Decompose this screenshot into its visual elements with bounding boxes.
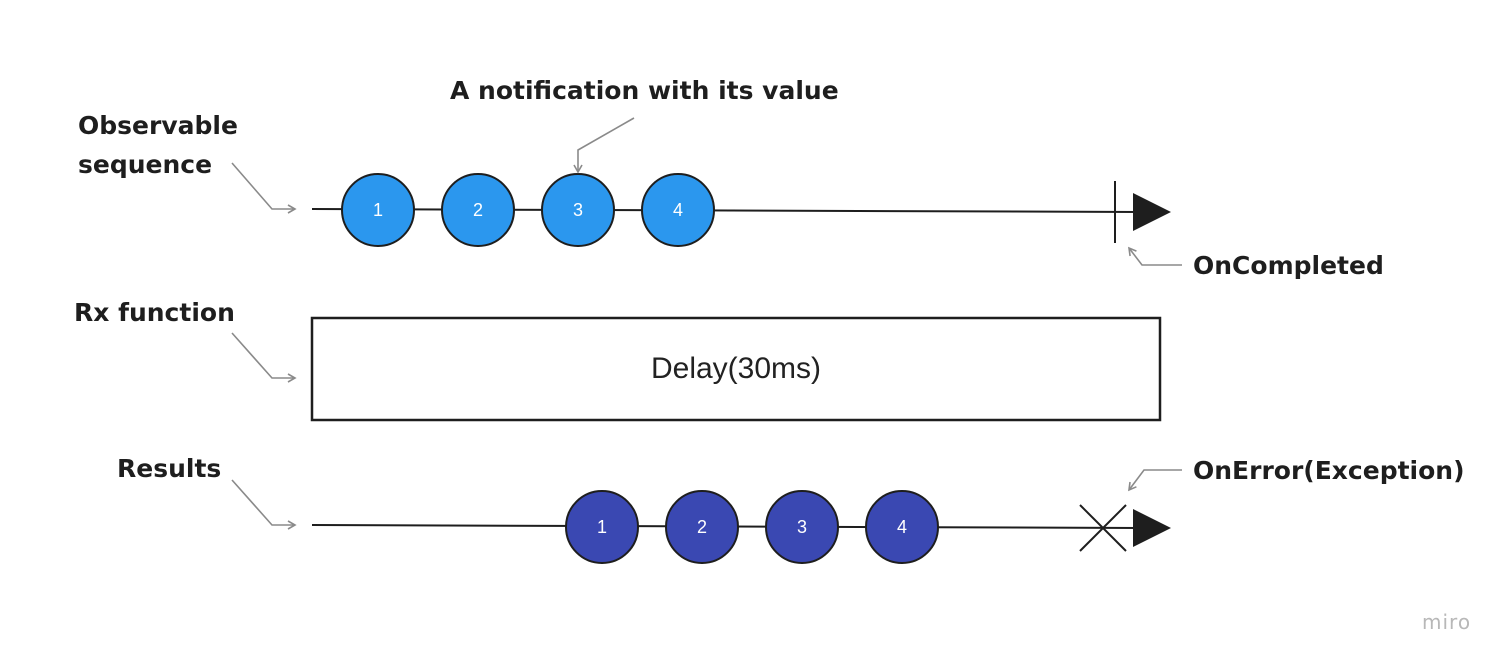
results-arrowhead [1133,509,1171,547]
operator-box [310,316,1162,422]
observable-connector [231,162,297,214]
result-node-3 [765,490,839,564]
observable-node-1 [341,173,415,247]
observable-node-3 [541,173,615,247]
result-node-2 [665,490,739,564]
result-node-label-4: 4 [897,517,907,537]
result-node-label-3: 3 [797,517,807,537]
results-connector [231,479,297,530]
notification-connector [573,117,635,174]
rx-function-label: Rx function [74,298,235,327]
result-node-4 [865,490,939,564]
notification-label: A notification with its value [450,76,839,105]
observable-label-line1: Observable [78,111,238,140]
observable-label-line2: sequence [78,150,212,179]
result-nodes: 1 2 3 4 [565,490,939,564]
result-node-label-2: 2 [697,517,707,537]
results-label: Results [117,454,221,483]
error-cross-icon [1079,504,1127,552]
observable-node-4 [641,173,715,247]
observable-timeline [311,208,1141,213]
miro-watermark: miro [1422,610,1471,634]
observable-node-label-3: 3 [573,200,583,220]
observable-nodes: 1 2 3 4 [341,173,715,247]
observable-arrowhead [1133,193,1171,231]
operator-label: Delay(30ms) [651,352,821,385]
completed-connector [1128,246,1182,266]
observable-node-label-2: 2 [473,200,483,220]
observable-node-label-1: 1 [373,200,383,220]
result-node-1 [565,490,639,564]
error-connector [1128,469,1182,492]
observable-node-2 [441,173,515,247]
result-node-label-1: 1 [597,517,607,537]
observable-node-label-4: 4 [673,200,683,220]
on-completed-label: OnCompleted [1193,251,1384,280]
rx-function-connector [231,332,297,383]
on-error-label: OnError(Exception) [1193,456,1465,485]
